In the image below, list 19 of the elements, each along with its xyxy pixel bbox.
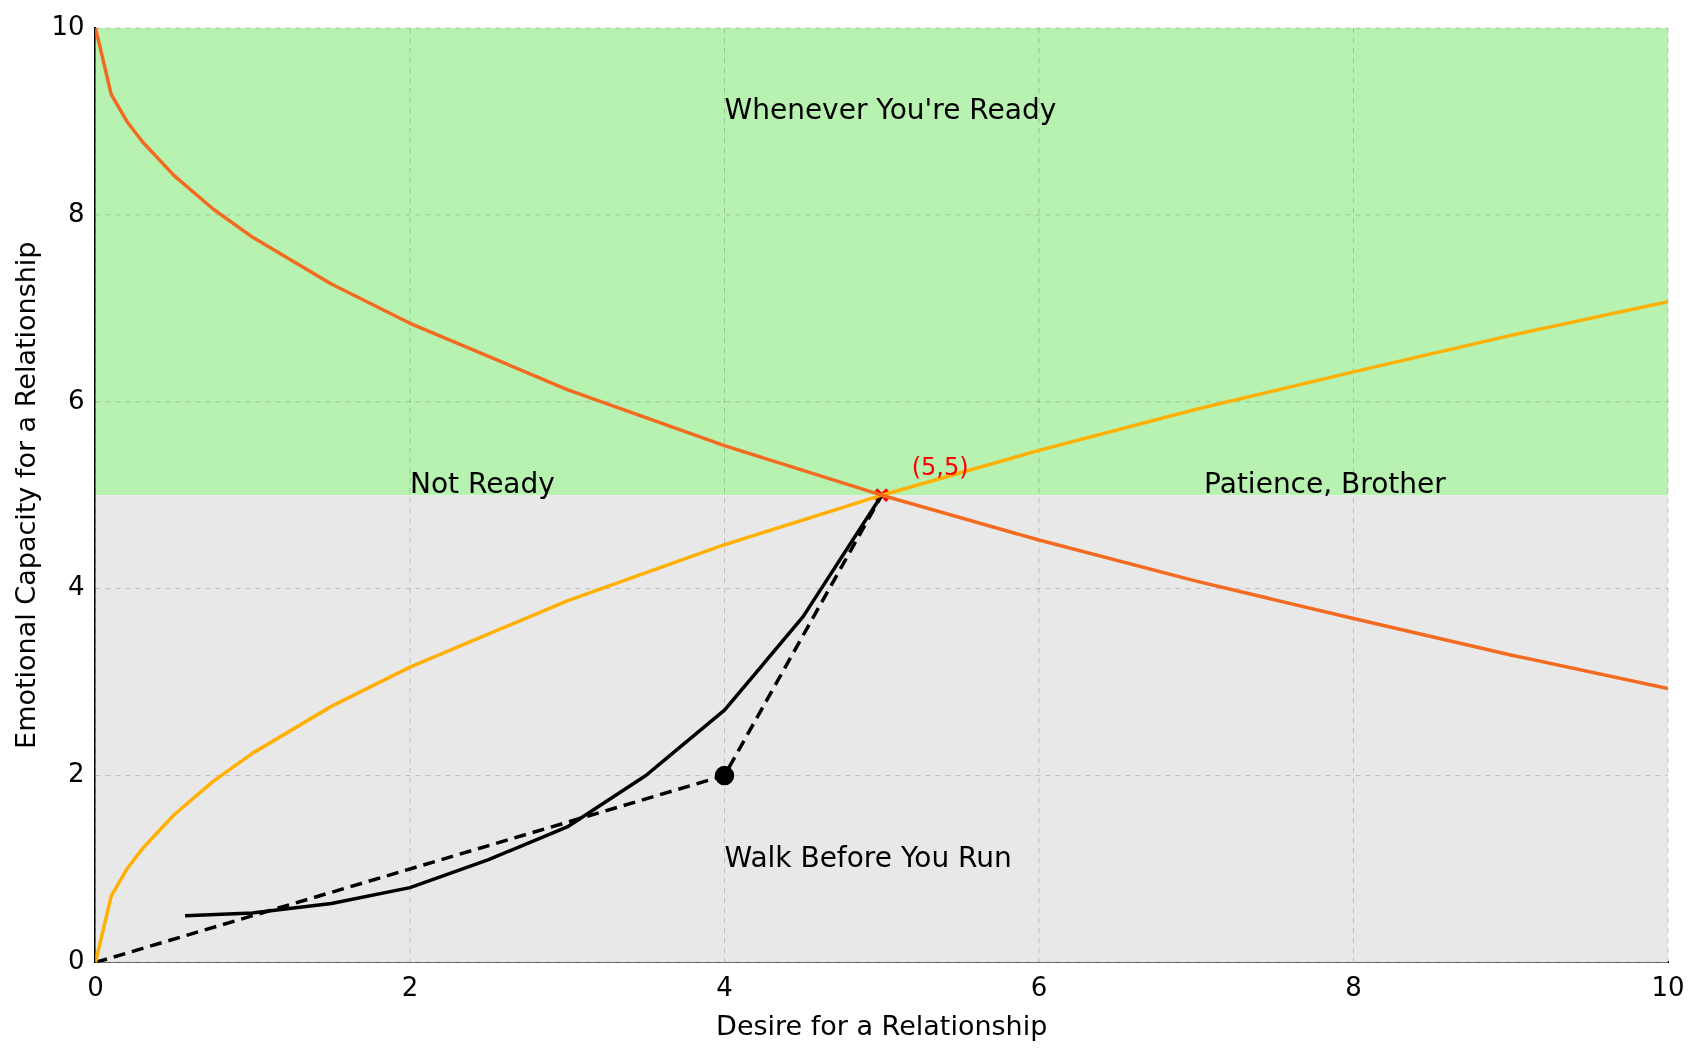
x-tick-label: 10 xyxy=(1651,971,1685,1002)
x-axis-title: Desire for a Relationship xyxy=(716,1009,1048,1041)
y-tick-label: 2 xyxy=(67,758,85,789)
x-tick-label: 2 xyxy=(401,971,419,1002)
x-tick-label: 8 xyxy=(1345,971,1362,1002)
y-tick-label: 0 xyxy=(67,945,85,976)
y-tick-label: 8 xyxy=(67,197,85,228)
x-tick-label: 6 xyxy=(1030,971,1048,1002)
y-tick-label: 6 xyxy=(67,384,85,415)
annotation: Whenever You're Ready xyxy=(724,93,1057,127)
y-tick-label: 4 xyxy=(67,571,85,602)
x-tick-label: 4 xyxy=(716,971,733,1002)
y-tick-label: 10 xyxy=(51,10,85,41)
annotation: (5,5) xyxy=(911,453,969,482)
annotation: Patience, Brother xyxy=(1204,467,1447,501)
x-tick-label: 0 xyxy=(87,971,104,1002)
annotation: Not Ready xyxy=(409,467,555,501)
y-axis-title: Emotional Capacity for a Relationship xyxy=(10,241,42,749)
annotation: Walk Before You Run xyxy=(724,840,1012,874)
